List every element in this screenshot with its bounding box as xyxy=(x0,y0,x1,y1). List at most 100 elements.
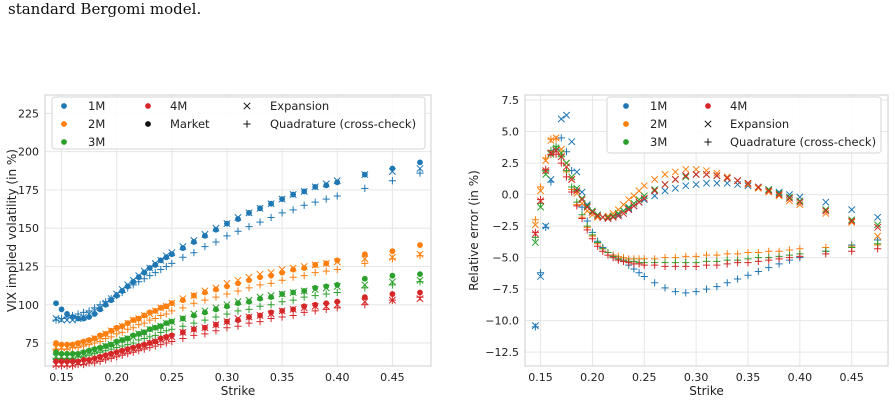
quadrature-point xyxy=(734,275,742,283)
quadrature-point xyxy=(702,285,711,293)
market-point xyxy=(257,312,263,319)
market-point xyxy=(323,182,330,189)
quadrature-point xyxy=(692,262,700,271)
legend: 1M 2M 3M 4M Expansion Quadrature (cross-check… xyxy=(606,96,882,154)
quadrature-point xyxy=(300,201,308,209)
quadrature-point xyxy=(775,255,783,263)
expansion-point xyxy=(635,198,643,206)
quadrature-point xyxy=(765,264,773,272)
expansion-point xyxy=(822,206,830,214)
market-point xyxy=(168,332,175,339)
y-tick-label: 0.0 xyxy=(502,189,520,202)
quadrature-point xyxy=(234,287,242,295)
market-point xyxy=(312,262,319,268)
quadrature-point xyxy=(151,314,159,323)
quadrature-point xyxy=(552,143,560,151)
quadrature-point xyxy=(151,331,159,339)
market-point xyxy=(361,275,368,282)
expansion-point xyxy=(713,172,721,180)
quadrature-point xyxy=(223,232,231,240)
quadrature-point xyxy=(162,327,170,335)
market-point xyxy=(163,254,170,261)
expansion-point xyxy=(635,196,643,204)
quadrature-point xyxy=(333,288,341,297)
x-tick-label: 0.20 xyxy=(580,371,605,384)
market-point xyxy=(213,306,219,313)
quadrature-point xyxy=(80,308,88,317)
market-point xyxy=(75,358,81,365)
quadrature-point xyxy=(179,304,187,312)
market-point xyxy=(323,260,330,267)
expansion-point xyxy=(796,198,804,206)
legend-label: 4M xyxy=(170,99,187,113)
quadrature-point xyxy=(640,261,648,269)
quadrature-point xyxy=(57,314,66,323)
x-axis-label: Strike xyxy=(221,384,256,398)
market-point xyxy=(108,341,115,348)
expansion-point xyxy=(588,208,596,216)
market-point xyxy=(53,340,59,346)
quadrature-point xyxy=(278,209,286,217)
expansion-point xyxy=(599,213,607,221)
market-point xyxy=(246,298,252,305)
plot-frame xyxy=(44,94,432,367)
expansion-point xyxy=(765,185,773,194)
quadrature-point xyxy=(562,167,571,175)
quadrature-point xyxy=(300,293,308,301)
market-point xyxy=(97,344,104,351)
quadrature-point xyxy=(256,302,264,310)
quadrature-point xyxy=(267,279,275,287)
expansion-point xyxy=(874,221,882,229)
market-point xyxy=(361,171,368,178)
expansion-point xyxy=(775,191,783,199)
y-tick-label: −10.0 xyxy=(485,315,519,328)
expansion-point xyxy=(537,203,545,211)
market-point xyxy=(135,274,142,281)
market-point xyxy=(146,340,153,346)
market-point xyxy=(179,315,186,322)
market-point xyxy=(168,251,175,258)
data-marks xyxy=(52,159,424,370)
market-point xyxy=(86,314,93,320)
quadrature-point xyxy=(765,256,773,264)
market-point xyxy=(97,332,104,339)
expansion-point xyxy=(388,253,396,261)
market-point xyxy=(141,329,148,336)
y-tick-label: 175 xyxy=(18,184,39,197)
expansion-point xyxy=(713,169,721,177)
legend-label: Expansion xyxy=(270,99,329,113)
expansion-point xyxy=(848,218,856,226)
quadrature-point xyxy=(300,308,308,317)
expansion-point xyxy=(630,202,638,210)
y-tick-label: 2.5 xyxy=(502,157,520,170)
quadrature-point xyxy=(322,267,330,275)
quadrature-point xyxy=(692,252,700,260)
quadrature-point xyxy=(573,202,581,210)
expansion-point xyxy=(604,213,612,221)
quadrature-point xyxy=(300,272,308,280)
series-4M xyxy=(531,146,882,271)
quadrature-point xyxy=(723,279,731,287)
x-tick-label: 0.30 xyxy=(684,371,709,384)
quadrature-point xyxy=(542,223,550,231)
quadrature-point xyxy=(536,183,545,191)
expansion-point xyxy=(552,146,560,155)
expansion-point xyxy=(640,192,648,200)
tick-labels: 0.15 0.20 0.25 0.30 0.35 0.40 0.45 7.5 5.0 2.5 0.0… xyxy=(485,94,864,384)
quadrature-point xyxy=(223,310,231,318)
quadrature-point xyxy=(168,259,176,268)
legend-label: 1M xyxy=(88,99,105,113)
quadrature-point xyxy=(713,251,721,259)
market-point xyxy=(190,239,197,245)
expansion-point xyxy=(57,316,66,324)
legend-marker xyxy=(705,103,711,109)
quadrature-point xyxy=(531,216,539,224)
expansion-point xyxy=(361,255,369,263)
expansion-point xyxy=(796,197,804,205)
market-point xyxy=(168,318,175,325)
quadrature-point xyxy=(146,316,154,324)
expansion-point xyxy=(775,192,783,200)
y-tick-label: −7.5 xyxy=(492,283,519,296)
expansion-point xyxy=(609,212,617,220)
market-point xyxy=(113,324,120,331)
